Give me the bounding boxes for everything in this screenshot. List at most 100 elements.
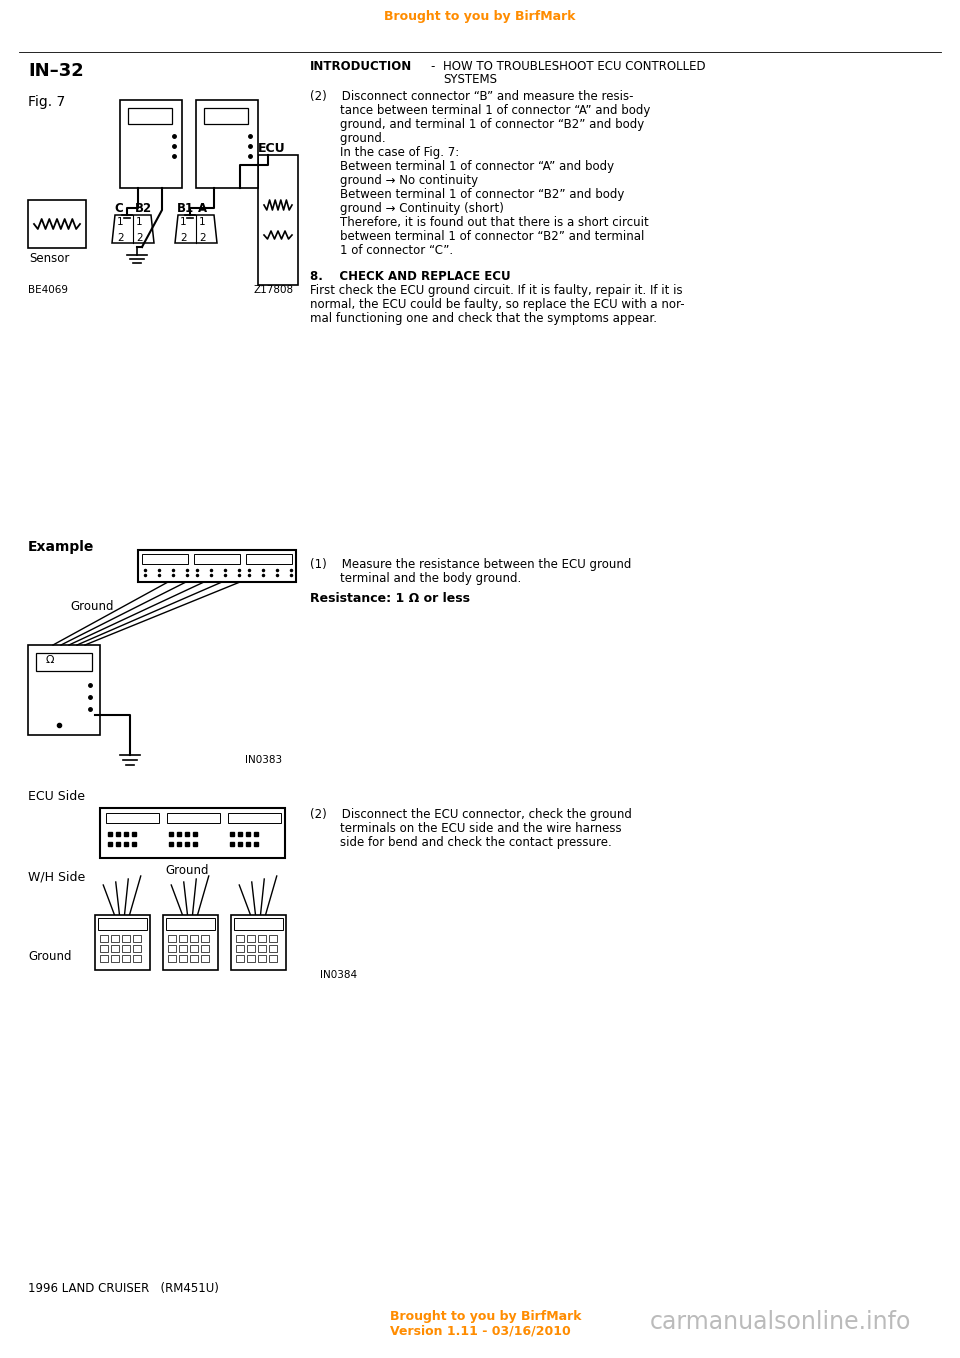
Bar <box>247 955 255 961</box>
Text: 8.    CHECK AND REPLACE ECU: 8. CHECK AND REPLACE ECU <box>310 270 511 282</box>
Bar <box>100 936 108 942</box>
Bar <box>95 915 150 970</box>
Bar <box>122 945 130 952</box>
Text: (2)    Disconnect connector “B” and measure the resis-: (2) Disconnect connector “B” and measure… <box>310 90 634 103</box>
Bar <box>168 945 176 952</box>
Text: Resistance: 1 Ω or less: Resistance: 1 Ω or less <box>310 592 470 606</box>
Bar <box>201 936 209 942</box>
Text: carmanualsonline.info: carmanualsonline.info <box>650 1310 911 1334</box>
Text: Ground: Ground <box>70 600 113 612</box>
Bar <box>228 813 281 823</box>
Bar <box>231 915 286 970</box>
Text: 2: 2 <box>180 234 186 243</box>
Bar <box>190 945 198 952</box>
Text: Ground: Ground <box>165 864 208 877</box>
Bar <box>236 955 244 961</box>
Bar <box>111 945 119 952</box>
Bar <box>258 955 266 961</box>
Text: 1: 1 <box>117 217 124 227</box>
Bar <box>179 936 187 942</box>
Bar <box>247 945 255 952</box>
Bar <box>258 936 266 942</box>
Bar <box>163 915 218 970</box>
Text: HOW TO TROUBLESHOOT ECU CONTROLLED: HOW TO TROUBLESHOOT ECU CONTROLLED <box>443 60 706 73</box>
Text: A: A <box>198 202 207 215</box>
Bar <box>201 955 209 961</box>
Text: mal functioning one and check that the symptoms appear.: mal functioning one and check that the s… <box>310 312 657 325</box>
Text: ground → No continuity: ground → No continuity <box>310 174 478 187</box>
Text: First check the ECU ground circuit. If it is faulty, repair it. If it is: First check the ECU ground circuit. If i… <box>310 284 683 297</box>
Text: B1: B1 <box>177 202 194 215</box>
Text: 1: 1 <box>136 217 143 227</box>
Text: W/H Side: W/H Side <box>28 870 85 883</box>
Text: ECU Side: ECU Side <box>28 790 85 803</box>
Text: ECU: ECU <box>258 143 286 155</box>
Bar <box>111 936 119 942</box>
Text: In the case of Fig. 7:: In the case of Fig. 7: <box>310 147 459 159</box>
Text: (2)    Disconnect the ECU connector, check the ground: (2) Disconnect the ECU connector, check … <box>310 808 632 822</box>
Bar <box>106 813 159 823</box>
Bar <box>166 918 215 930</box>
Text: Ω: Ω <box>46 655 55 665</box>
Polygon shape <box>175 215 217 243</box>
Text: Z17808: Z17808 <box>253 285 293 295</box>
Text: ground.: ground. <box>310 132 386 145</box>
Text: tance between terminal 1 of connector “A” and body: tance between terminal 1 of connector “A… <box>310 105 650 117</box>
Bar <box>201 945 209 952</box>
Bar <box>100 955 108 961</box>
Bar <box>269 955 277 961</box>
Text: 2: 2 <box>117 234 124 243</box>
Bar <box>179 945 187 952</box>
Bar <box>168 936 176 942</box>
Text: Ground: Ground <box>28 951 71 963</box>
Bar <box>246 554 292 564</box>
Bar <box>133 955 141 961</box>
Bar <box>138 550 296 583</box>
Bar <box>269 936 277 942</box>
Bar <box>111 955 119 961</box>
Bar <box>133 945 141 952</box>
Bar <box>168 955 176 961</box>
Bar <box>28 645 100 735</box>
Text: BE4069: BE4069 <box>28 285 68 295</box>
Text: Therefore, it is found out that there is a short circuit: Therefore, it is found out that there is… <box>310 216 649 230</box>
Bar <box>167 813 220 823</box>
Text: 1 of connector “C”.: 1 of connector “C”. <box>310 244 453 257</box>
Text: IN0383: IN0383 <box>245 755 282 765</box>
Text: -: - <box>430 60 434 73</box>
Bar <box>269 945 277 952</box>
Text: Fig. 7: Fig. 7 <box>28 95 65 109</box>
Bar <box>142 554 188 564</box>
Bar <box>194 554 240 564</box>
Bar <box>258 945 266 952</box>
Text: Brought to you by BirfMark: Brought to you by BirfMark <box>384 10 576 23</box>
Bar <box>247 936 255 942</box>
Text: SYSTEMS: SYSTEMS <box>443 73 497 86</box>
Text: 2: 2 <box>199 234 205 243</box>
Text: normal, the ECU could be faulty, so replace the ECU with a nor-: normal, the ECU could be faulty, so repl… <box>310 297 684 311</box>
Bar <box>100 808 285 858</box>
Bar <box>122 955 130 961</box>
Bar <box>236 936 244 942</box>
Bar <box>179 955 187 961</box>
Text: IN–32: IN–32 <box>28 62 84 80</box>
Bar <box>190 936 198 942</box>
Text: 1996 LAND CRUISER   (RM451U): 1996 LAND CRUISER (RM451U) <box>28 1282 219 1296</box>
Text: B2: B2 <box>135 202 152 215</box>
Text: Example: Example <box>28 540 94 554</box>
Bar <box>196 100 258 187</box>
Text: 1: 1 <box>199 217 205 227</box>
Text: 2: 2 <box>136 234 143 243</box>
Text: IN0384: IN0384 <box>320 970 357 980</box>
Text: Between terminal 1 of connector “B2” and body: Between terminal 1 of connector “B2” and… <box>310 187 624 201</box>
Text: Version 1.11 - 03/16/2010: Version 1.11 - 03/16/2010 <box>390 1324 571 1338</box>
Bar <box>122 936 130 942</box>
Text: Between terminal 1 of connector “A” and body: Between terminal 1 of connector “A” and … <box>310 160 614 172</box>
Text: (1)    Measure the resistance between the ECU ground: (1) Measure the resistance between the E… <box>310 558 632 570</box>
Text: ground → Continuity (short): ground → Continuity (short) <box>310 202 504 215</box>
Bar <box>128 109 172 124</box>
Bar <box>258 155 298 285</box>
Text: C: C <box>114 202 123 215</box>
Bar <box>100 945 108 952</box>
Text: terminal and the body ground.: terminal and the body ground. <box>310 572 521 585</box>
